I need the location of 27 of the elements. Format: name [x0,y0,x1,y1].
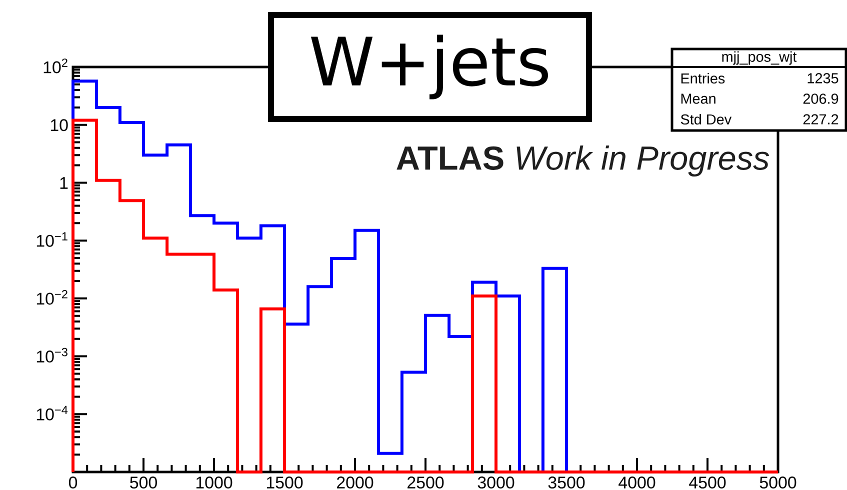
text: mjj_pos_wjt [722,51,797,65]
x-tick-label: 1000 [196,476,232,489]
x-tick-label: 2000 [337,476,374,489]
y-tick-label: 10$^{2}$ [44,58,68,74]
x-tick-label: 4000 [618,476,656,489]
y-tick-label: 10$^{−2}$ [36,290,68,305]
x-tick-label: 0 [68,476,78,489]
y-tick-label: 10 [50,119,68,132]
text: 227.2 [803,114,838,124]
chart-title: W+jets [310,34,548,100]
y-tick-label: 1 [60,177,68,189]
annotation: Entries [681,72,725,84]
annotation: Mean [681,94,716,104]
y-tick-label: 10$^{−1}$ [36,232,68,247]
text: 1235 [808,73,838,84]
x-tick-label: 500 [130,476,157,489]
x-tick-label: 3500 [548,476,585,489]
x-tick-label: 1500 [266,476,303,489]
text: 206.9 [803,94,838,104]
x-tick-label: 5000 [760,476,796,489]
annotation: Std Dev [680,114,732,125]
y-tick-label: 10$^{−3}$ [36,348,68,363]
x-tick-label: 4500 [689,476,726,489]
x-tick-label: 2500 [408,476,444,489]
annotation: ATLAS Work in Progress [396,145,770,177]
y-tick-label: 10$^{−4}$ [36,406,68,420]
x-tick-label: 3000 [478,476,514,489]
